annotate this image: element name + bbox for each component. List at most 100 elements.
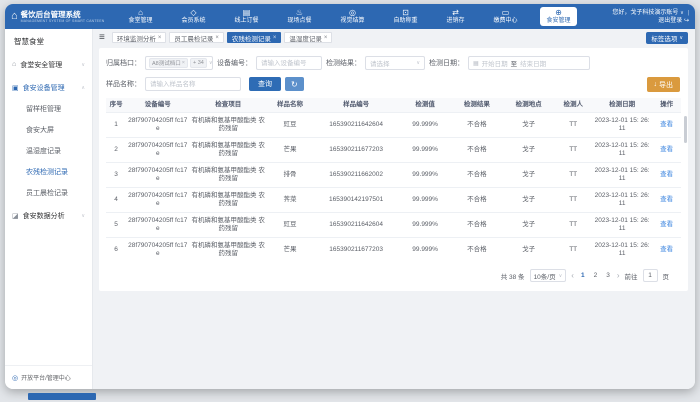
search-button[interactable]: 查询 (249, 77, 281, 91)
view-link[interactable]: 查看 (652, 112, 681, 138)
open-platform-link[interactable]: ◎ 开放平台/管理中心 (5, 365, 92, 389)
nav-item-vision-checkout[interactable]: ◎ 视觉结算 (340, 8, 365, 25)
pagination: 共 38 条 10条/页 ∨ ‹ 1 2 3 › 前往 页 (106, 269, 681, 282)
collapse-sidebar-icon[interactable]: ≡ (99, 31, 105, 43)
col-no: 序号 (106, 98, 127, 113)
date-range-picker[interactable]: ▦ 开始日期 至 结束日期 (468, 56, 590, 70)
view-link[interactable]: 查看 (652, 137, 681, 163)
page-number-1[interactable]: 1 (580, 272, 585, 279)
nav-item-self-weigh[interactable]: ⊡ 自助称重 (393, 8, 418, 25)
next-page-button[interactable]: › (616, 271, 620, 280)
end-date-placeholder: 结束日期 (520, 61, 547, 68)
stall-multiselect[interactable]: A8测试档口 × + 34 ∨ (145, 56, 213, 70)
goto-page-input[interactable] (642, 269, 658, 282)
stall-label: 归属档口： (106, 60, 141, 67)
col-result: 检测结果 (451, 98, 503, 113)
taskbar-fragment (28, 393, 96, 400)
page-size-select[interactable]: 10条/页 ∨ (529, 269, 567, 282)
view-link[interactable]: 查看 (652, 212, 681, 238)
reset-button[interactable]: ↻ (285, 77, 304, 91)
col-place: 检测地点 (502, 98, 555, 113)
sidebar-item-staff-checkup[interactable]: 员工晨检记录 (26, 190, 68, 197)
top-navigation-bar: ⌂ 餐饮后台管理系统 MANAGEMENT SYSTEM OF SMART CA… (5, 4, 695, 29)
tab-temp-humidity[interactable]: 温湿度记录 × (284, 32, 333, 43)
table-row: 3 28f790704205ff fc17e 有机磷和氨基甲酸酯类 农药残留 排… (106, 162, 681, 188)
start-date-placeholder: 开始日期 (481, 61, 508, 68)
prev-page-button[interactable]: ‹ (571, 271, 574, 280)
user-account-area[interactable]: 您好，戈子科技演示账号 ∨ | 退出登录 ↪ (593, 9, 689, 25)
sidebar: 智慧食堂 ⌂ 食堂安全管理 ∨ ▣ 食安设备管理 ∧ 留样柜管理 食安大屏 温湿… (5, 29, 93, 389)
tab-environment-analysis[interactable]: 环境监测分析 × (111, 32, 167, 43)
member-icon: ◇ (190, 8, 197, 17)
payment-icon: ▭ (501, 8, 510, 17)
tab-staff-checkup[interactable]: 员工晨检记录 × (169, 32, 224, 43)
close-icon[interactable]: × (215, 34, 219, 41)
goto-label: 前往 (624, 273, 638, 281)
result-label: 检测结果： (326, 60, 361, 67)
tab-bar: ≡ 环境监测分析 × 员工晨检记录 × 农残检测记录 × 温湿度记录 × (93, 29, 695, 46)
remove-tag-icon[interactable]: × (181, 60, 185, 66)
results-table: 序号 设备编号 检查项目 样品名称 样品编号 检测值 检测结果 检测地点 检测人… (106, 98, 681, 262)
app-title: 餐饮后台管理系统 (20, 9, 81, 19)
result-select[interactable]: 请选择 ∨ (365, 56, 425, 70)
col-action: 操作 (652, 98, 681, 113)
download-icon: ↓ (653, 81, 658, 88)
close-icon[interactable]: × (157, 34, 162, 41)
app-window: ⌂ 餐饮后台管理系统 MANAGEMENT SYSTEM OF SMART CA… (5, 4, 695, 389)
app-logo[interactable]: ⌂ 餐饮后台管理系统 MANAGEMENT SYSTEM OF SMART CA… (11, 9, 106, 23)
logout-link[interactable]: 退出登录 (658, 17, 683, 24)
nav-item-canteen[interactable]: ⌂ 食堂管理 (128, 8, 153, 25)
online-order-icon: ▤ (242, 8, 251, 17)
sidebar-item-pesticide-records[interactable]: 农残检测记录 (26, 169, 68, 176)
table-scrollbar[interactable] (684, 116, 687, 143)
sidebar-item-sample-cabinet[interactable]: 留样柜管理 (26, 106, 61, 113)
tab-pesticide-records[interactable]: 农残检测记录 × (226, 32, 282, 43)
nav-item-online-order[interactable]: ▤ 线上订餐 (234, 8, 259, 25)
nav-item-food-safety[interactable]: ⊕ 食安管理 (540, 7, 577, 26)
sidebar-item-safety-screen[interactable]: 食安大屏 (26, 127, 54, 134)
calendar-icon: ▦ (473, 60, 479, 67)
close-icon[interactable]: × (323, 34, 328, 41)
sidebar-group-canteen-safety[interactable]: ⌂ 食堂安全管理 ∨ (12, 61, 85, 69)
goto-unit: 页 (662, 273, 670, 281)
sample-label: 样品名称： (106, 81, 141, 88)
nav-item-payment[interactable]: ▭ 缴费中心 (493, 8, 518, 25)
platform-circle-icon: ◎ (12, 374, 19, 382)
vision-checkout-icon: ◎ (349, 8, 356, 17)
nav-item-inventory[interactable]: ⇄ 进销存 (446, 8, 465, 25)
nav-item-onsite-order[interactable]: ♨ 现场点餐 (287, 8, 312, 25)
filter-row-1: 归属档口： A8测试档口 × + 34 ∨ 设备编号： 检测结果： 请选择 (106, 56, 681, 70)
table-row: 5 28f790704205ff fc17e 有机磷和氨基甲酸酯类 农药残留 豇… (106, 212, 681, 238)
page-number-2[interactable]: 2 (593, 272, 598, 279)
nav-item-member[interactable]: ◇ 会员系统 (181, 8, 206, 25)
content-area: ≡ 环境监测分析 × 员工晨检记录 × 农残检测记录 × 温湿度记录 × (93, 29, 695, 389)
user-greeting: 您好，戈子科技演示账号 (612, 9, 679, 16)
table-row: 2 28f790704205ff fc17e 有机磷和氨基甲酸酯类 农药残留 芒… (106, 137, 681, 163)
col-person: 检测人 (554, 98, 592, 113)
stall-tag: A8测试档口 × (149, 58, 188, 68)
view-link[interactable]: 查看 (652, 187, 681, 213)
sample-name-input[interactable] (145, 77, 241, 91)
view-link[interactable]: 查看 (652, 162, 681, 188)
stall-more-tag: + 34 (189, 58, 207, 68)
sidebar-group-data-analysis[interactable]: ◪ 食安数据分析 ∨ (12, 212, 85, 220)
tab-options-button[interactable]: 标签选项 ∨ (646, 31, 688, 44)
self-weigh-icon: ⊡ (402, 8, 409, 17)
date-label: 检测日期： (429, 60, 464, 67)
sidebar-item-temp-humidity[interactable]: 温湿度记录 (26, 148, 61, 155)
sidebar-group-safety-devices[interactable]: ▣ 食安设备管理 ∧ (12, 84, 85, 92)
table-row: 6 28f790704205ff fc17e 有机磷和氨基甲酸酯类 农药残留 芒… (106, 237, 681, 262)
home-icon: ⌂ (12, 61, 17, 68)
col-device: 设备编号 (126, 98, 190, 113)
page-number-3[interactable]: 3 (606, 272, 610, 279)
device-number-input[interactable] (256, 56, 322, 70)
date-separator: 至 (510, 61, 518, 68)
col-date: 检测日期 (591, 98, 653, 113)
sidebar-title: 智慧食堂 (14, 37, 44, 46)
logout-icon: ↪ (683, 17, 689, 24)
close-icon[interactable]: × (272, 34, 277, 41)
total-count: 共 38 条 (500, 273, 525, 281)
records-panel: 归属档口： A8测试档口 × + 34 ∨ 设备编号： 检测结果： 请选择 (99, 48, 688, 291)
export-button[interactable]: ↓ 导出 (646, 77, 680, 92)
view-link[interactable]: 查看 (652, 237, 681, 262)
